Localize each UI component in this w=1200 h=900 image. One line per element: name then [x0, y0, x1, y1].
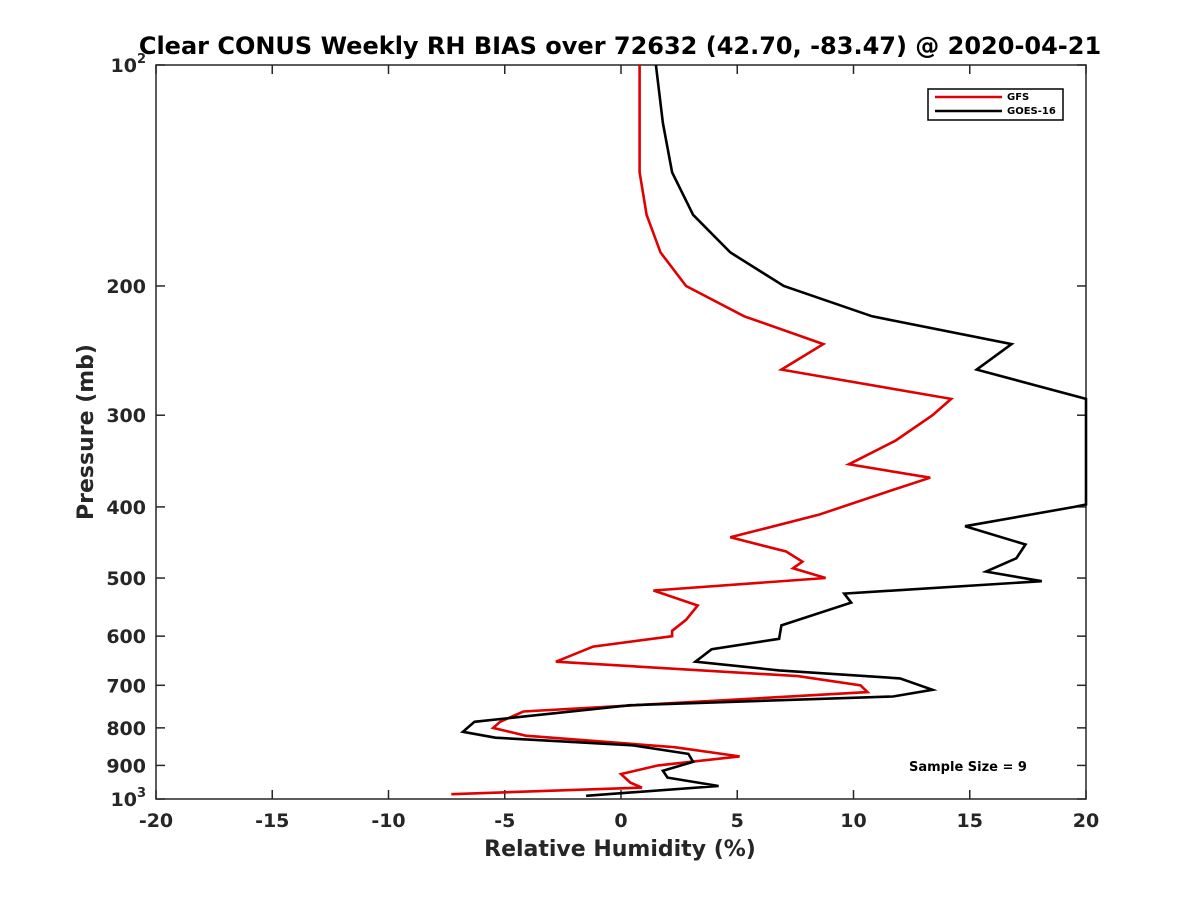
legend-label-goes16: GOES-16 [1007, 106, 1056, 117]
series-line-gfs [451, 65, 955, 796]
y-tick-label: 400 [106, 497, 146, 519]
y-tick-label: 200 [106, 276, 146, 298]
sample-size-annotation: Sample Size = 9 [909, 760, 1027, 775]
x-tick-label: 20 [1073, 810, 1099, 832]
x-tick-label: -15 [255, 810, 289, 832]
legend-label-gfs: GFS [1007, 92, 1029, 103]
x-tick-label: 15 [957, 810, 983, 832]
x-tick-label: 5 [731, 810, 744, 832]
x-tick-label: -5 [494, 810, 515, 832]
y-tick-label: 700 [106, 675, 146, 697]
y-axis: 102 200 300 400 500 600 700 800 900 103 [106, 52, 1086, 811]
series-layer [451, 64, 1088, 798]
plot-frame [155, 64, 1087, 800]
y-tick-label: 103 [111, 786, 147, 811]
x-axis-label: Relative Humidity (%) [484, 837, 756, 862]
x-axis: -20 -15 -10 -5 0 5 10 15 20 [139, 65, 1099, 832]
y-tick-label: 900 [106, 755, 146, 777]
x-tick-label: 10 [840, 810, 866, 832]
x-tick-label: -10 [371, 810, 405, 832]
series-line-goes16 [459, 64, 1088, 798]
x-tick-label: -20 [139, 810, 173, 832]
y-tick-label: 102 [111, 52, 147, 77]
y-axis-label: Pressure (mb) [74, 344, 99, 520]
y-tick-label: 500 [106, 568, 146, 590]
legend-box [927, 88, 1064, 121]
y-tick-label: 800 [106, 718, 146, 740]
y-tick-label: 300 [106, 405, 146, 427]
y-tick-label: 600 [106, 626, 146, 648]
legend: GFS GOES-16 [927, 88, 1064, 121]
x-tick-label: 0 [614, 810, 627, 832]
chart-title: Clear CONUS Weekly RH BIAS over 72632 (4… [139, 32, 1101, 60]
